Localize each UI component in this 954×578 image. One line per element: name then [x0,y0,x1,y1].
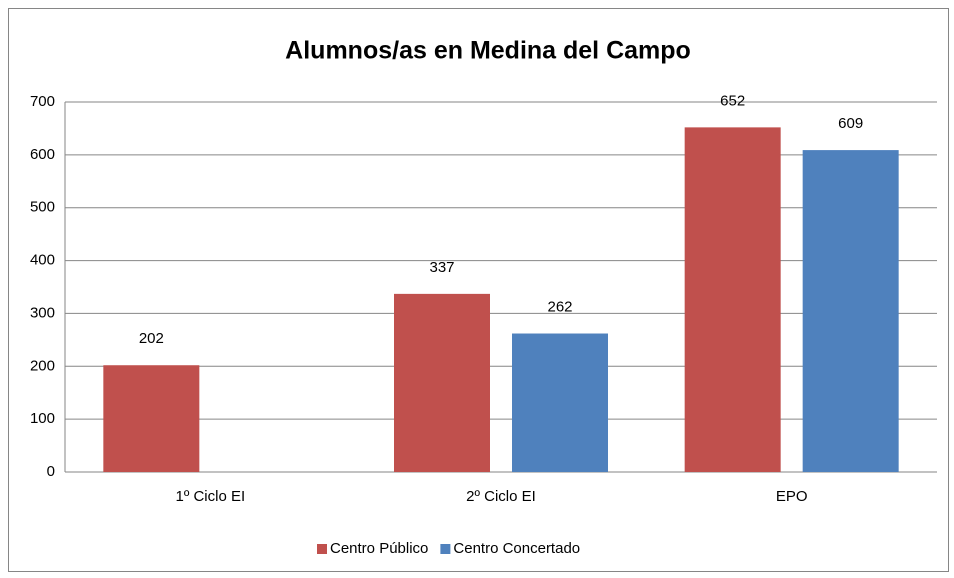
y-tick-label: 700 [30,93,55,110]
legend-swatch [440,544,451,554]
legend-label: Centro Público [330,540,428,557]
bar [394,293,490,472]
x-tick-label: EPO [776,488,808,505]
x-tick-label: 1º Ciclo EI [175,488,245,505]
legend-label: Centro Concertado [453,540,580,557]
y-tick-label: 300 [30,304,55,321]
y-tick-label: 200 [30,357,55,374]
bar [512,333,608,472]
x-tick-label: 2º Ciclo EI [466,488,536,505]
data-label: 652 [720,92,745,109]
data-label: 202 [139,330,164,347]
data-label: 609 [838,115,863,132]
legend-swatch [317,544,327,554]
y-tick-label: 100 [30,410,55,427]
y-tick-label: 400 [30,252,55,269]
chart-title: Alumnos/as en Medina del Campo [285,37,691,65]
y-tick-label: 600 [30,146,55,163]
data-label: 262 [547,298,572,315]
y-tick-label: 500 [30,199,55,216]
bar [684,127,781,472]
bar [103,365,200,472]
y-tick-label: 0 [47,463,55,480]
bar [802,150,899,472]
data-label: 337 [429,259,454,276]
